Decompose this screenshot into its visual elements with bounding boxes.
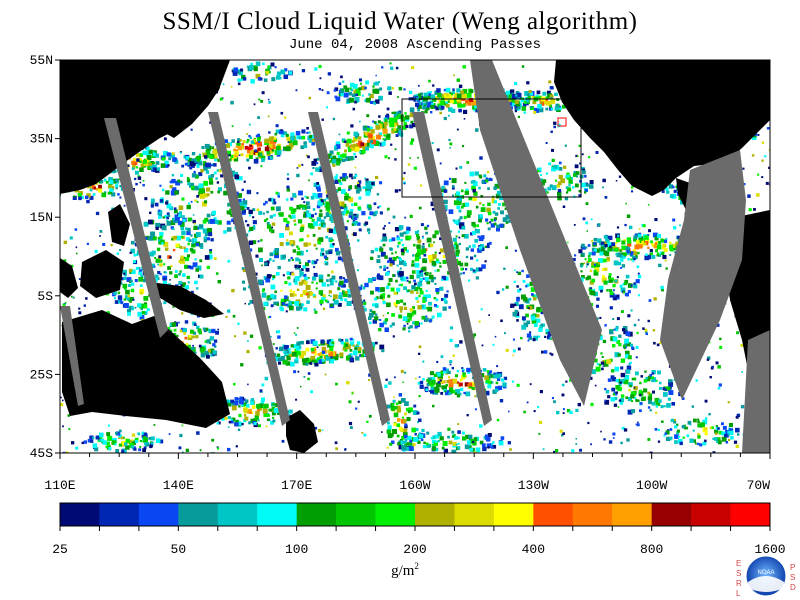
land-asia <box>60 60 230 194</box>
land-philippines <box>108 204 130 246</box>
colorbar-swatch <box>493 503 534 526</box>
swath-gap-4 <box>412 112 492 426</box>
colorbar-label: 1600 <box>754 542 785 557</box>
colorbar-swatch <box>572 503 613 526</box>
colorbar-label: 200 <box>403 542 426 557</box>
colorbar: 25 50 100 200 400 800 1600 <box>52 502 786 557</box>
logo-text: NOAA <box>757 570 774 576</box>
lat-label: 35N <box>30 132 53 147</box>
lon-label: 160W <box>399 478 430 493</box>
colorbar-swatch <box>651 503 692 526</box>
lon-label: 140E <box>163 478 194 493</box>
colorbar-swatch <box>730 503 771 526</box>
station-marker <box>557 117 567 127</box>
lon-label: 110E <box>44 478 75 493</box>
swath-gap-6 <box>660 150 746 400</box>
land-sumatra <box>60 258 78 298</box>
lat-label: 45S <box>30 446 54 461</box>
swath-gap-8 <box>60 306 84 406</box>
colorbar-swatch <box>296 503 337 526</box>
lat-label: 55N <box>30 53 53 68</box>
colorbar-swatch <box>257 503 297 526</box>
lat-label: 25S <box>30 367 54 382</box>
swath-gap-1 <box>104 118 168 338</box>
land-new-guinea <box>150 282 224 318</box>
colorbar-label: 25 <box>52 542 68 557</box>
land-borneo <box>80 250 124 298</box>
region-box <box>401 98 582 198</box>
colorbar-swatch <box>612 503 652 526</box>
colorbar-swatch <box>533 503 574 526</box>
land-japan <box>163 74 220 138</box>
swath-gap-3 <box>308 112 390 426</box>
map-axes: 55N 35N 15N 5S 25S 45S 110E 140E 170E 160W 130W 100… <box>30 53 771 493</box>
noaa-logo: E S R L NOAA P S D <box>736 556 796 598</box>
colorbar-label: 100 <box>285 542 308 557</box>
lon-label: 70W <box>747 478 771 493</box>
colorbar-swatch <box>454 503 495 526</box>
swath-gap-2 <box>208 112 290 426</box>
colorbar-swatch <box>691 503 731 526</box>
colorbar-swatch <box>336 503 376 526</box>
colorbar-swatch <box>99 503 140 526</box>
lon-label: 130W <box>518 478 549 493</box>
colorbar-swatch <box>178 503 219 526</box>
land-new-zealand <box>286 410 318 453</box>
lon-label: 170E <box>281 478 312 493</box>
colorbar-swatch <box>375 503 416 526</box>
colorbar-units: g/m2 <box>391 561 419 579</box>
lat-label: 5S <box>37 289 53 304</box>
colorbar-swatch <box>415 503 455 526</box>
colorbar-swatch <box>138 503 179 526</box>
map-title: SSM/I Cloud Liquid Water (Weng algorithm… <box>162 8 638 35</box>
no-data-swaths <box>60 60 770 453</box>
colorbar-swatch <box>217 503 258 526</box>
colorbar-label: 800 <box>640 542 663 557</box>
lon-label: 100W <box>636 478 667 493</box>
colorbar-swatch <box>60 503 100 526</box>
swath-gap-7 <box>742 330 770 453</box>
land-australia <box>62 310 230 428</box>
swath-gap-5 <box>470 60 602 406</box>
colorbar-label: 400 <box>522 542 545 557</box>
colorbar-label: 50 <box>171 542 187 557</box>
lat-label: 15N <box>30 210 53 225</box>
map-subtitle: June 04, 2008 Ascending Passes <box>288 37 542 53</box>
